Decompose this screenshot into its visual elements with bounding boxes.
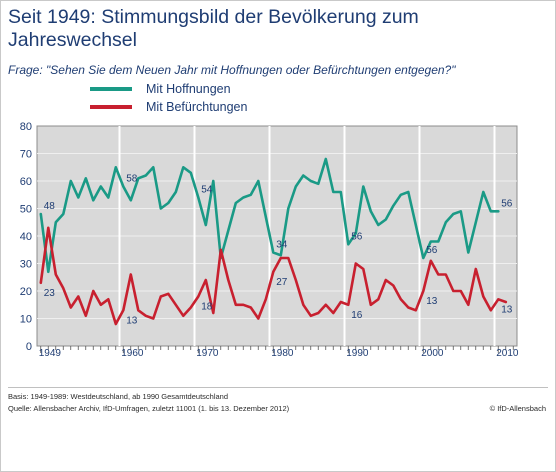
data-label: 34 xyxy=(276,240,288,251)
data-label: 13 xyxy=(501,304,513,315)
chart-title: Seit 1949: Stimmungsbild der Bevölkerung… xyxy=(8,6,419,51)
y-tick-label: 0 xyxy=(26,341,32,353)
series-line-hoffnungen xyxy=(39,157,500,274)
data-label: 27 xyxy=(276,277,288,288)
footnote-basis: Basis: 1949-1989: Westdeutschland, ab 19… xyxy=(8,392,229,401)
legend-label-befuerchtungen: Mit Befürchtungen xyxy=(146,100,248,114)
x-tick-label: 2000 xyxy=(421,348,444,359)
legend-item-hoffnungen: Mit Hoffnungen xyxy=(90,82,231,96)
data-label: 13 xyxy=(126,315,138,326)
data-label: 49 xyxy=(515,0,527,3)
survey-question: Frage: "Sehen Sie dem Neuen Jahr mit Hof… xyxy=(8,63,456,77)
legend-swatch-befuerchtungen xyxy=(90,105,132,109)
legend-swatch-hoffnungen xyxy=(90,87,132,91)
data-label: 54 xyxy=(201,185,213,196)
legend-label-hoffnungen: Mit Hoffnungen xyxy=(146,82,231,96)
y-tick-label: 20 xyxy=(20,286,32,298)
y-tick-label: 30 xyxy=(20,259,32,271)
copyright-credit: © IfD-Allensbach xyxy=(489,404,546,413)
y-tick-label: 70 xyxy=(20,149,32,161)
data-label: 56 xyxy=(426,245,438,256)
x-tick-label: 2010 xyxy=(496,348,519,359)
data-label: 16 xyxy=(515,0,527,3)
y-tick-label: 80 xyxy=(20,121,32,133)
data-label: 58 xyxy=(126,174,138,185)
data-label: 23 xyxy=(44,288,56,299)
footer-divider xyxy=(8,387,548,388)
data-label: 13 xyxy=(426,296,438,307)
y-tick-label: 10 xyxy=(20,314,32,326)
x-tick-label: 1970 xyxy=(196,348,219,359)
series-line-befuerchtungen xyxy=(39,226,508,326)
y-tick-label: 40 xyxy=(20,231,32,243)
data-label: 56 xyxy=(501,198,513,209)
data-label: 56 xyxy=(351,231,363,242)
data-label: 48 xyxy=(44,201,56,212)
data-label: 16 xyxy=(351,310,363,321)
x-tick-label: 1949 xyxy=(39,348,62,359)
footnote-source: Quelle: Allensbacher Archiv, IfD-Umfrage… xyxy=(8,404,290,413)
x-tick-label: 1990 xyxy=(346,348,369,359)
legend-item-befuerchtungen: Mit Befürchtungen xyxy=(90,100,247,114)
x-tick-label: 1960 xyxy=(121,348,144,359)
data-label: 18 xyxy=(201,302,213,313)
y-tick-label: 60 xyxy=(20,176,32,188)
y-tick-label: 50 xyxy=(20,204,32,216)
x-tick-label: 1980 xyxy=(271,348,294,359)
